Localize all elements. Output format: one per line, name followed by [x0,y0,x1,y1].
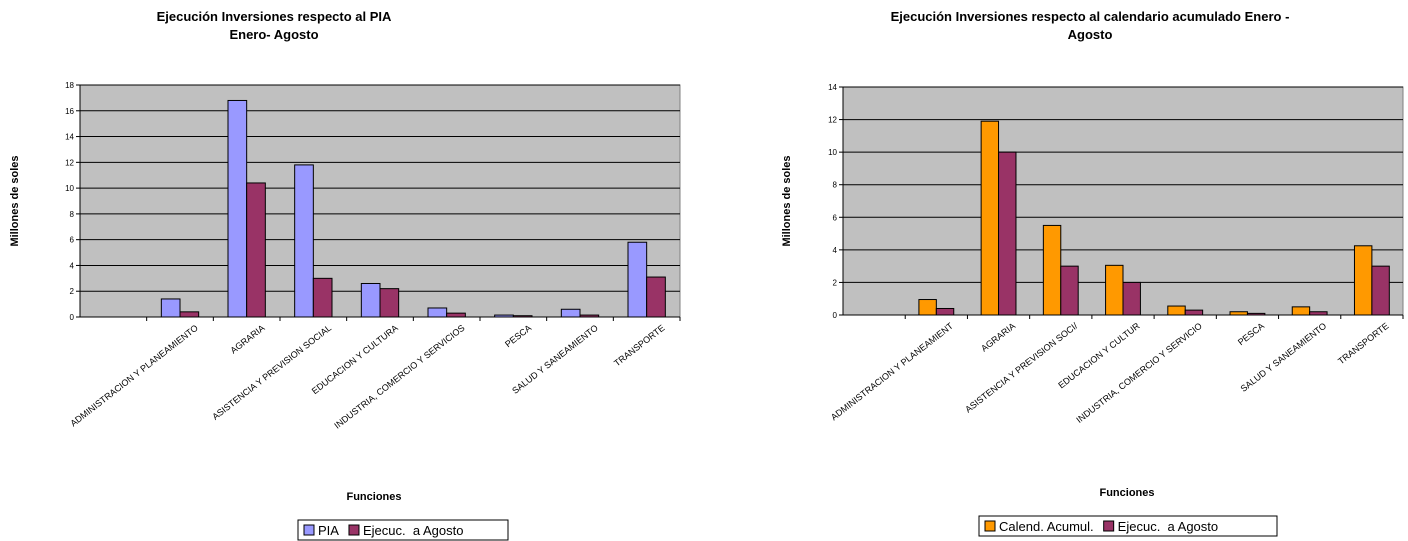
chart-1-title: Ejecución Inversiones respecto al PIA [157,9,392,24]
chart-1-bar [379,288,400,318]
chart-2-bar [1229,311,1248,316]
chart-2-bar [935,307,955,316]
chart-1-bar [627,241,648,318]
chart-2-category-label: INDUSTRIA, COMERCIO Y SERVICIO [1074,321,1204,425]
chart-1-y-axis-title: Millones de soles [9,155,21,246]
chart-2-bar [998,151,1017,316]
chart-1-y-tick-label: 14 [65,133,74,142]
chart-2-category-label: ASISTENCIA Y PREVISION SOCI/ [963,320,1080,414]
chart-1-bar [227,99,248,318]
chart-2-category-label: AGRARIA [979,321,1017,354]
chart-1-bar [560,308,581,318]
chart-1-legend: PIA Ejecuc. a Agosto [297,519,509,541]
chart-1-subtitle: Enero- Agosto [229,27,318,42]
chart-1-bar [294,164,314,318]
chart-2-bar [1371,265,1390,316]
chart-1-y-tick-label: 2 [70,287,75,296]
chart-2-bar [918,299,937,316]
chart-2-legend-label: Calend. Acumul. [999,519,1094,534]
chart-1-plot-area [79,84,681,318]
chart-1-bar [179,311,200,318]
chart-2-bar [1060,265,1079,316]
chart-1-y-tick-label: 0 [70,313,75,322]
chart-2-y-tick-label: 8 [833,181,838,190]
chart-1: Ejecución Inversiones respecto al PIA Ene… [9,9,681,541]
chart-2-category-label: TRANSPORTE [1336,321,1390,367]
chart-1-x-axis-title: Funciones [346,491,401,503]
chart-2: Ejecución Inversiones respecto al calend… [781,9,1404,537]
chart-2-y-tick-label: 4 [833,246,838,255]
chart-1-y-tick-label: 4 [70,261,75,270]
chart-1-bar [160,298,181,318]
chart-2-legend-box [978,515,1278,537]
chart-1-bar [360,282,381,318]
chart-1-bar [512,315,533,318]
chart-2-bar [1291,306,1311,316]
chart-1-bar [246,182,266,318]
chart-1-y-tick-label: 8 [70,210,75,219]
chart-2-legend-swatch [1103,520,1115,532]
chart-1-y-tick-label: 16 [65,107,74,116]
chart-2-bar [1184,309,1204,316]
chart-1-bar [646,276,666,318]
chart-2-bar [1042,224,1062,316]
chart-1-bar [446,312,466,318]
chart-2-y-tick-label: 14 [828,83,837,92]
chart-2-category-label: PESCA [1236,321,1266,348]
chart-2-bar [1353,245,1373,316]
chart-1-y-tick-label: 6 [70,236,75,245]
chart-2-legend: Calend. Acumul. Ejecuc. a Agosto [978,515,1278,537]
chart-1-category-label: TRANSPORTE [612,323,666,369]
chart-2-y-tick-label: 2 [833,278,838,287]
chart-1-category-label: AGRARIA [228,323,266,356]
chart-2-subtitle: Agosto [1068,27,1113,42]
chart-2-legend-swatch [984,520,996,532]
chart-1-legend-swatch [303,524,315,536]
chart-1-bar [312,277,333,318]
chart-1-y-tick-label: 18 [65,81,74,90]
chart-1-bar [494,314,514,318]
chart-1-legend-label: Ejecuc. a Agosto [363,523,463,538]
chart-1-legend-swatch [348,524,360,536]
chart-2-x-axis-title: Funciones [1099,487,1154,499]
chart-2-bar [1246,312,1266,316]
chart-2-title: Ejecución Inversiones respecto al calend… [891,9,1290,24]
chart-1-bar [579,314,600,318]
chart-1-bar [427,307,448,318]
chart-2-y-tick-label: 10 [828,148,837,157]
chart-1-y-tick-label: 10 [65,184,74,193]
chart-2-bar [980,120,1000,316]
chart-1-y-tick-label: 12 [65,158,74,167]
chart-2-bar [1122,281,1141,316]
chart-2-legend-label: Ejecuc. a Agosto [1118,519,1218,534]
chart-1-legend-label: PIA [318,523,339,538]
chart-2-bar [1309,311,1328,316]
chart-2-y-tick-label: 6 [833,213,838,222]
chart-2-y-tick-label: 0 [833,311,838,320]
chart-1-category-label: PESCA [503,323,533,350]
chart-2-bar [1105,264,1124,316]
chart-1-category-label: INDUSTRIA, COMERCIO Y SERVICIOS [332,323,466,431]
chart-2-y-axis-title: Millones de soles [781,155,793,246]
chart-1-category-label: ADMINISTRACION Y PLANEAMIENTO [68,323,199,429]
chart-2-bar [1167,305,1186,316]
chart-2-category-label: ADMINISTRACION Y PLANEAMIENT [829,320,955,422]
chart-2-y-tick-label: 12 [828,116,837,125]
chart-1-category-label: ASISTENCIA Y PREVISION SOCIAL [210,323,333,422]
